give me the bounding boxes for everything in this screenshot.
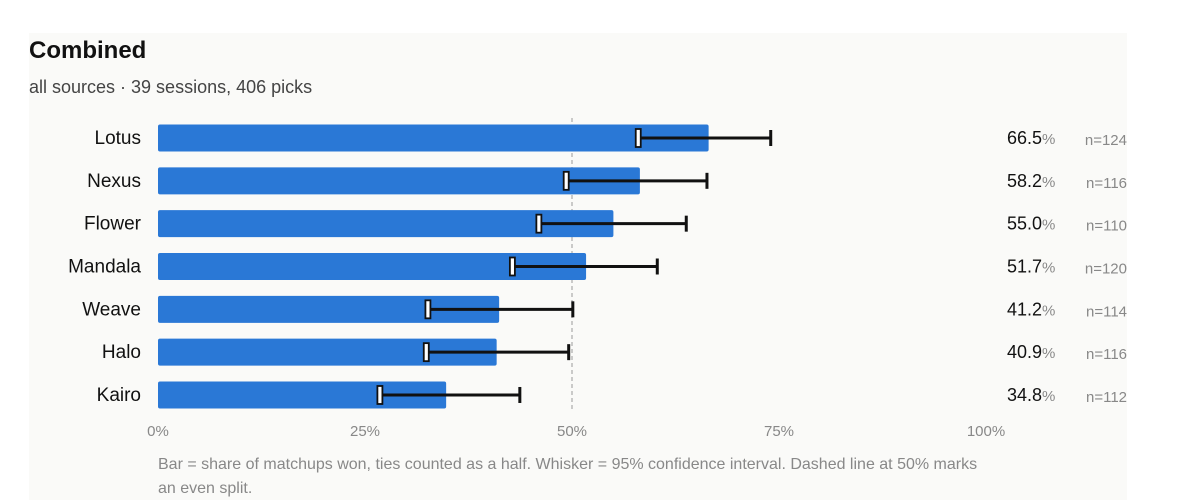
whisker-cap-low: [422, 342, 430, 363]
value-label: 55.0: [1007, 214, 1042, 234]
bar: [158, 167, 640, 195]
value-suffix: %: [1042, 302, 1055, 319]
category-label: Kairo: [97, 385, 141, 406]
sample-size-label: n=112: [1086, 389, 1127, 406]
value-label: 51.7: [1007, 256, 1042, 276]
sample-size-label: n=124: [1085, 132, 1127, 149]
value-label: 41.2: [1007, 299, 1042, 319]
whisker-cap-low: [424, 299, 432, 320]
whisker-cap-low: [634, 128, 642, 148]
sample-size-label: n=120: [1085, 260, 1127, 277]
sample-size-label: n=116: [1086, 175, 1127, 192]
x-tick-label: 0%: [147, 423, 169, 440]
category-label: Flower: [84, 214, 142, 235]
value-label: 58.2: [1007, 171, 1042, 191]
sample-size-label: n=116: [1086, 346, 1127, 363]
x-tick-label: 100%: [967, 423, 1005, 440]
x-tick-label: 75%: [764, 423, 794, 440]
whisker-cap-low: [562, 170, 570, 191]
bar: [158, 381, 447, 409]
bar: [158, 252, 587, 280]
value-suffix: %: [1042, 174, 1055, 191]
bar: [158, 338, 497, 366]
category-label: Nexus: [87, 171, 141, 192]
whisker-cap-low: [376, 385, 384, 405]
category-label: Mandala: [68, 256, 141, 277]
x-tick-label: 50%: [557, 423, 587, 440]
sample-size-label: n=110: [1086, 218, 1127, 235]
category-label: Lotus: [95, 128, 141, 149]
value-label: 34.8: [1007, 385, 1042, 405]
chart-subtitle: all sources · 39 sessions, 406 picks: [29, 77, 313, 97]
category-label: Weave: [82, 299, 141, 320]
whisker-cap-low: [535, 213, 543, 234]
bar: [158, 210, 614, 238]
value-suffix: %: [1042, 217, 1055, 234]
category-label: Halo: [102, 342, 141, 363]
value-label: 66.5: [1007, 128, 1042, 148]
x-tick-label: 25%: [350, 423, 380, 440]
value-suffix: %: [1042, 131, 1055, 148]
value-label: 40.9: [1007, 342, 1042, 362]
whisker-cap-low: [508, 256, 516, 277]
value-suffix: %: [1042, 345, 1055, 362]
sample-size-label: n=114: [1086, 303, 1127, 320]
value-suffix: %: [1042, 259, 1055, 276]
value-suffix: %: [1042, 388, 1055, 405]
bar: [158, 295, 500, 323]
chart-title: Combined: [29, 37, 147, 64]
chart-footnote: Bar = share of matchups won, ties counte…: [158, 456, 978, 497]
bar: [158, 124, 709, 152]
